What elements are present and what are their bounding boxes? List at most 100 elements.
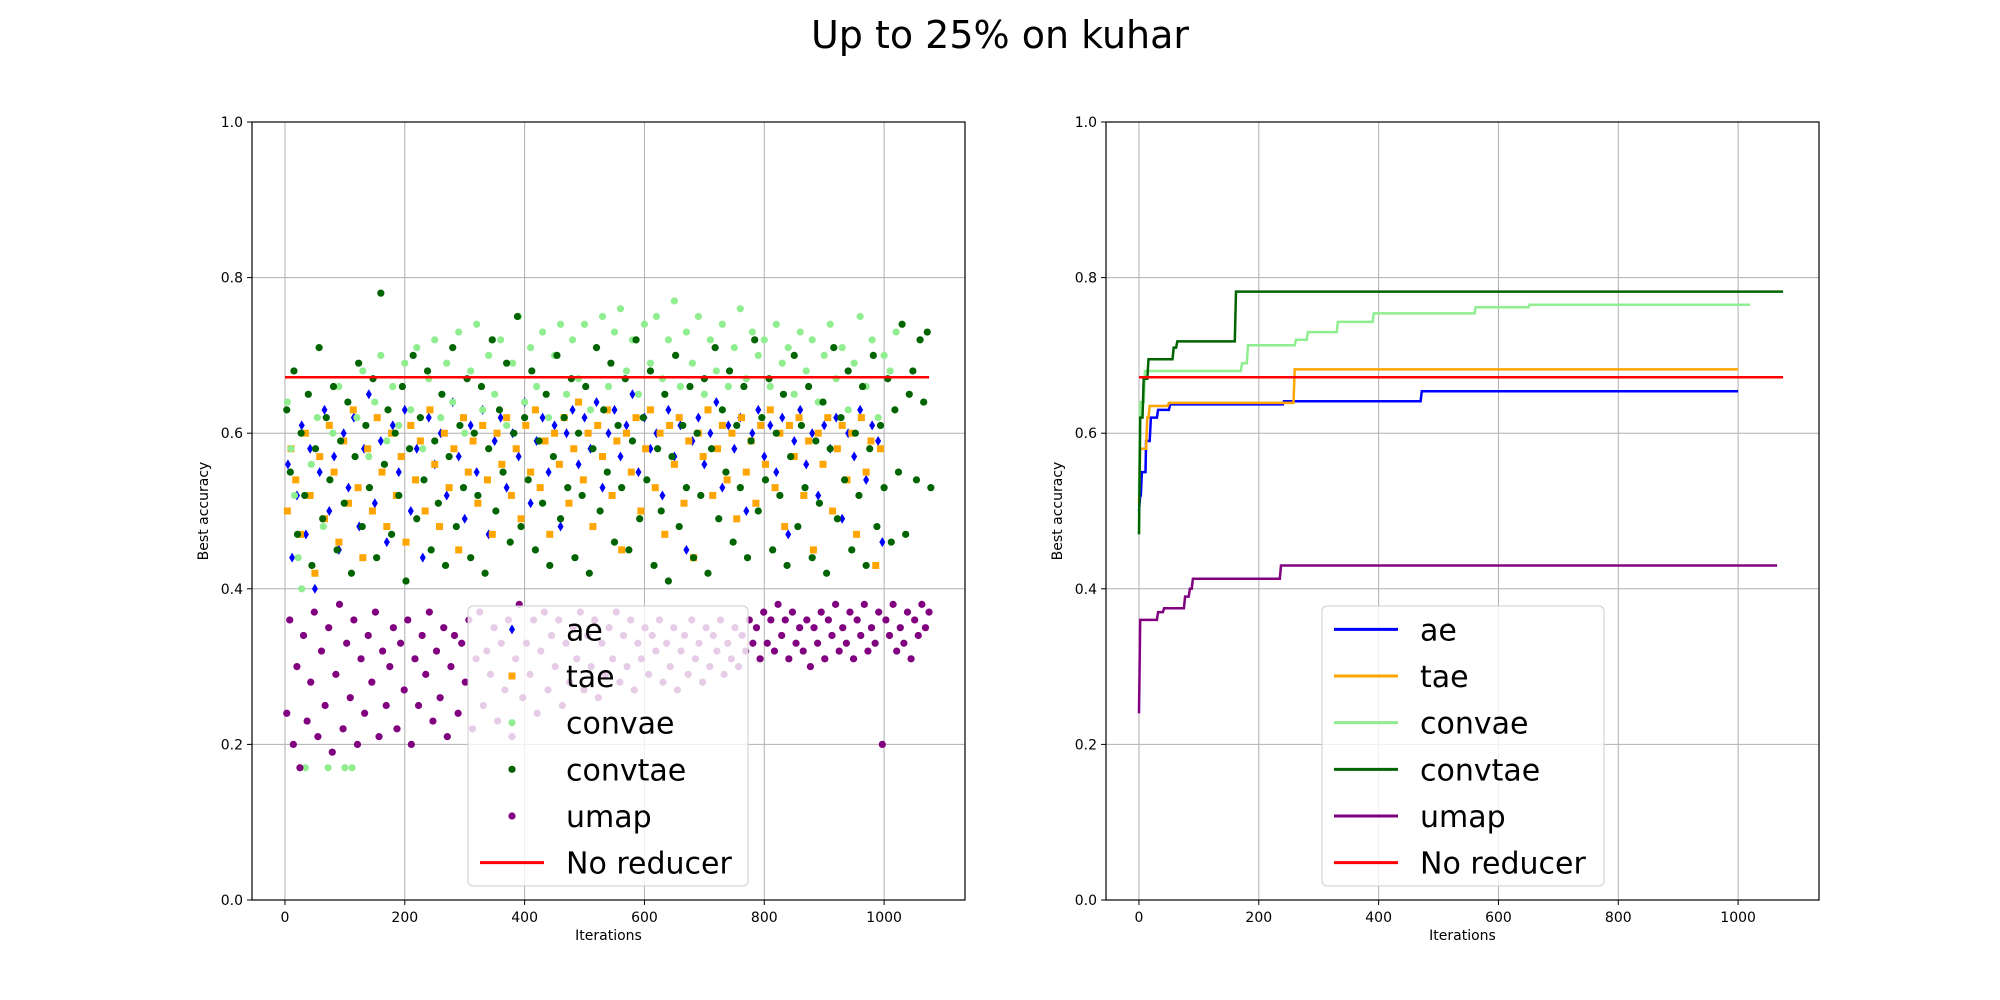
data-point [679, 421, 687, 430]
series-convtae [1137, 290, 1784, 535]
data-point [393, 725, 401, 733]
data-point [711, 344, 719, 352]
data-point [701, 459, 708, 470]
data-point [290, 367, 298, 375]
data-point [333, 546, 341, 554]
data-point [469, 437, 477, 445]
y-tick-label: 1.0 [1075, 115, 1097, 131]
data-point [893, 647, 901, 655]
x-tick-label: 600 [631, 910, 658, 926]
data-point [795, 414, 803, 422]
data-point [362, 421, 370, 430]
data-point [287, 445, 295, 453]
data-point [618, 484, 626, 492]
data-point [549, 452, 557, 461]
legend-label: convae [1420, 707, 1528, 742]
data-point [326, 506, 333, 516]
data-point [796, 328, 804, 336]
data-point [785, 655, 793, 663]
data-point [292, 476, 300, 484]
data-point [443, 733, 451, 741]
x-tick-label: 800 [751, 910, 778, 926]
data-point [307, 678, 315, 686]
data-point [477, 382, 486, 391]
data-point [618, 546, 626, 554]
data-point [718, 421, 726, 429]
data-point [586, 406, 595, 414]
data-point [907, 655, 915, 663]
data-point [383, 437, 391, 445]
series-line [1137, 290, 1784, 535]
data-point [560, 414, 568, 422]
data-point [506, 538, 514, 546]
data-point [491, 390, 499, 398]
data-point [541, 437, 549, 445]
data-point [879, 537, 886, 548]
data-point [538, 499, 547, 507]
data-point [359, 554, 367, 562]
data-point [857, 631, 865, 640]
data-point [357, 655, 365, 663]
data-point [382, 701, 390, 710]
data-point [773, 467, 780, 478]
data-point [824, 414, 832, 422]
data-point [527, 498, 534, 509]
data-point [639, 414, 647, 422]
legend-item: umap [1334, 800, 1506, 835]
data-point [796, 624, 804, 632]
x-tick-label: 600 [1485, 910, 1512, 926]
data-point [779, 412, 786, 423]
data-point [733, 515, 741, 523]
data-point [712, 367, 720, 375]
series-umap [1137, 564, 1778, 714]
data-point [445, 452, 453, 461]
data-point [760, 336, 768, 344]
data-point [862, 468, 870, 476]
data-point [503, 482, 510, 493]
y-tick-label: 0.4 [1075, 582, 1097, 598]
data-point [436, 694, 444, 702]
data-point [858, 382, 867, 391]
y-tick-label: 0.2 [1075, 737, 1097, 753]
data-point [307, 460, 315, 468]
data-point [851, 429, 859, 437]
data-point [877, 445, 885, 453]
data-layer [1137, 290, 1784, 714]
data-point [724, 382, 732, 391]
data-point [377, 289, 385, 297]
data-point [853, 616, 861, 624]
data-point [725, 367, 734, 375]
data-point [371, 498, 378, 509]
data-point [809, 546, 817, 554]
data-point [819, 460, 827, 468]
data-point [848, 546, 856, 554]
data-point [517, 515, 525, 523]
data-point [479, 406, 487, 414]
data-point [787, 452, 795, 461]
data-point [371, 398, 379, 406]
data-point [551, 420, 558, 431]
data-point [483, 476, 491, 484]
data-point [666, 421, 674, 429]
data-point [512, 445, 520, 453]
data-point [301, 764, 309, 772]
data-point [503, 414, 511, 422]
legend-label: No reducer [1420, 847, 1586, 882]
data-point [693, 429, 701, 437]
data-point [736, 484, 744, 492]
data-point [892, 328, 900, 336]
legend-item: No reducer [1334, 847, 1586, 882]
data-point [706, 336, 714, 344]
data-point [871, 639, 879, 647]
data-point [805, 437, 813, 445]
data-point [315, 344, 323, 352]
data-point [402, 577, 410, 585]
data-point [298, 420, 305, 431]
legend-item: convtae [508, 753, 686, 788]
data-point [569, 404, 576, 415]
data-point [397, 453, 405, 461]
data-point [443, 490, 450, 501]
data-point [449, 344, 457, 352]
data-point [325, 421, 333, 429]
data-point [564, 484, 572, 492]
